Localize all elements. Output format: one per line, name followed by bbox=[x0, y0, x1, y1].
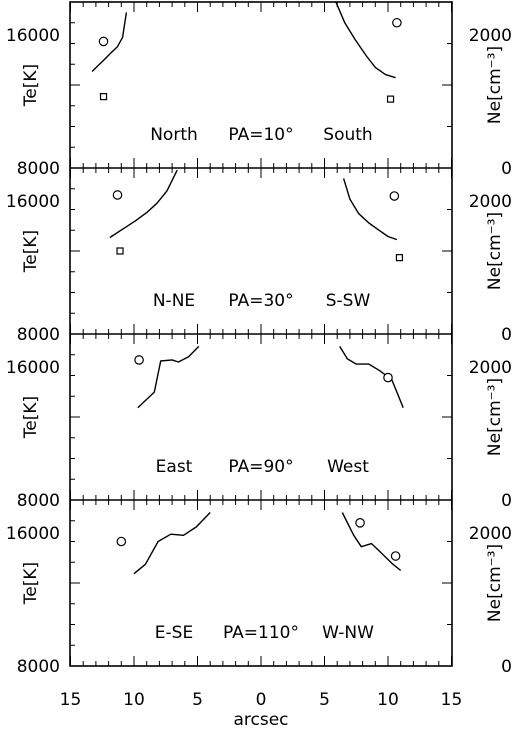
y-right-tick-label-top: 2000 bbox=[469, 192, 512, 212]
y-left-tick-label-top: 16000 bbox=[6, 524, 60, 544]
y-left-tick-label-bottom: 8000 bbox=[17, 325, 60, 345]
te-circle-marker bbox=[355, 518, 365, 528]
panel-4: 16000 8000 2000 0 Te[K] Ne[cm⁻³] E-SE PA=110° W-… bbox=[6, 512, 512, 677]
x-axis-title: arcsec bbox=[233, 710, 288, 730]
te-profile-right bbox=[342, 178, 398, 241]
panel-caption-left: N-NE bbox=[153, 291, 195, 311]
panel-caption-pa: PA=110° bbox=[223, 623, 299, 643]
panel-caption-pa: PA=30° bbox=[228, 291, 293, 311]
y-left-tick-label-bottom: 8000 bbox=[17, 491, 60, 511]
panel-caption-pa: PA=90° bbox=[228, 457, 293, 477]
y-right-tick-label-bottom: 0 bbox=[501, 325, 512, 345]
y-right-tick-label-bottom: 0 bbox=[501, 159, 512, 179]
te-circle-marker bbox=[389, 191, 400, 201]
panel-2: 16000 8000 2000 0 Te[K] Ne[cm⁻³] N-NE PA=30° S-S… bbox=[6, 169, 512, 345]
panel-caption-left: East bbox=[156, 457, 193, 477]
y-right-axis-title: Ne[cm⁻³] bbox=[485, 378, 505, 456]
y-left-axis-title: Te[K] bbox=[21, 396, 41, 439]
panel-caption-pa: PA=10° bbox=[228, 125, 293, 145]
panel-caption-right: West bbox=[327, 457, 369, 477]
x-tick-label: 5 bbox=[319, 690, 330, 710]
y-right-tick-label-bottom: 0 bbox=[501, 657, 512, 677]
te-profile-left bbox=[133, 512, 211, 575]
y-left-axis-title: Te[K] bbox=[21, 64, 41, 107]
y-right-tick-label-top: 2000 bbox=[469, 26, 512, 46]
panel-1: 16000 8000 2000 0 Te[K] Ne[cm⁻³] North PA=10° So… bbox=[6, 1, 512, 179]
x-tick-label: 0 bbox=[256, 690, 267, 710]
te-circle-marker bbox=[390, 551, 401, 561]
te-profile-left bbox=[91, 12, 128, 72]
ne-square-marker bbox=[395, 254, 404, 262]
y-right-tick-label-top: 2000 bbox=[469, 358, 512, 378]
y-left-tick-label-top: 16000 bbox=[6, 192, 60, 212]
panel-caption-right: S-SW bbox=[326, 291, 371, 311]
ne-square-marker bbox=[99, 93, 108, 101]
x-tick-label: 10 bbox=[377, 690, 399, 710]
panel-caption-left: North bbox=[150, 125, 198, 145]
panel-3: 16000 8000 2000 0 Te[K] Ne[cm⁻³] East PA=90° Wes… bbox=[6, 345, 512, 511]
y-right-tick-label-bottom: 0 bbox=[501, 491, 512, 511]
panel-caption-left: E-SE bbox=[155, 623, 193, 643]
axis-labels: 15 10 5 0 5 10 15 arcsec bbox=[60, 690, 463, 730]
te-profile-right bbox=[341, 512, 402, 572]
y-left-tick-label-bottom: 8000 bbox=[17, 159, 60, 179]
y-left-tick-label-top: 16000 bbox=[6, 26, 60, 46]
panels: 16000 8000 2000 0 Te[K] Ne[cm⁻³] North PA=10° So… bbox=[6, 1, 512, 677]
x-tick-label: 15 bbox=[441, 690, 463, 710]
te-circle-marker bbox=[112, 190, 123, 200]
ne-square-marker bbox=[386, 95, 395, 103]
x-tick-label: 5 bbox=[192, 690, 203, 710]
y-right-axis-title: Ne[cm⁻³] bbox=[485, 212, 505, 290]
te-circle-marker bbox=[116, 536, 127, 547]
y-right-tick-label-top: 2000 bbox=[469, 524, 512, 544]
panel-caption-right: W-NW bbox=[322, 623, 374, 643]
y-left-axis-title: Te[K] bbox=[21, 230, 41, 273]
y-left-tick-label-top: 16000 bbox=[6, 358, 60, 378]
ne-square-marker bbox=[116, 247, 124, 255]
panel-caption-right: South bbox=[323, 125, 372, 145]
y-left-tick-label-bottom: 8000 bbox=[17, 657, 60, 677]
te-circle-marker bbox=[383, 372, 393, 383]
axis-ticks bbox=[70, 1, 452, 667]
y-right-axis-title: Ne[cm⁻³] bbox=[485, 544, 505, 622]
te-profile-left bbox=[137, 345, 200, 409]
y-right-axis-title: Ne[cm⁻³] bbox=[485, 46, 505, 124]
x-tick-label: 15 bbox=[60, 690, 82, 710]
te-profile-right bbox=[339, 346, 404, 408]
te-circle-marker bbox=[98, 36, 109, 47]
te-profile-right bbox=[335, 1, 396, 79]
y-left-axis-title: Te[K] bbox=[21, 562, 41, 605]
te-profile-left bbox=[109, 169, 178, 239]
te-circle-marker bbox=[134, 355, 144, 365]
x-tick-label: 10 bbox=[123, 690, 145, 710]
te-circle-marker bbox=[392, 17, 402, 28]
